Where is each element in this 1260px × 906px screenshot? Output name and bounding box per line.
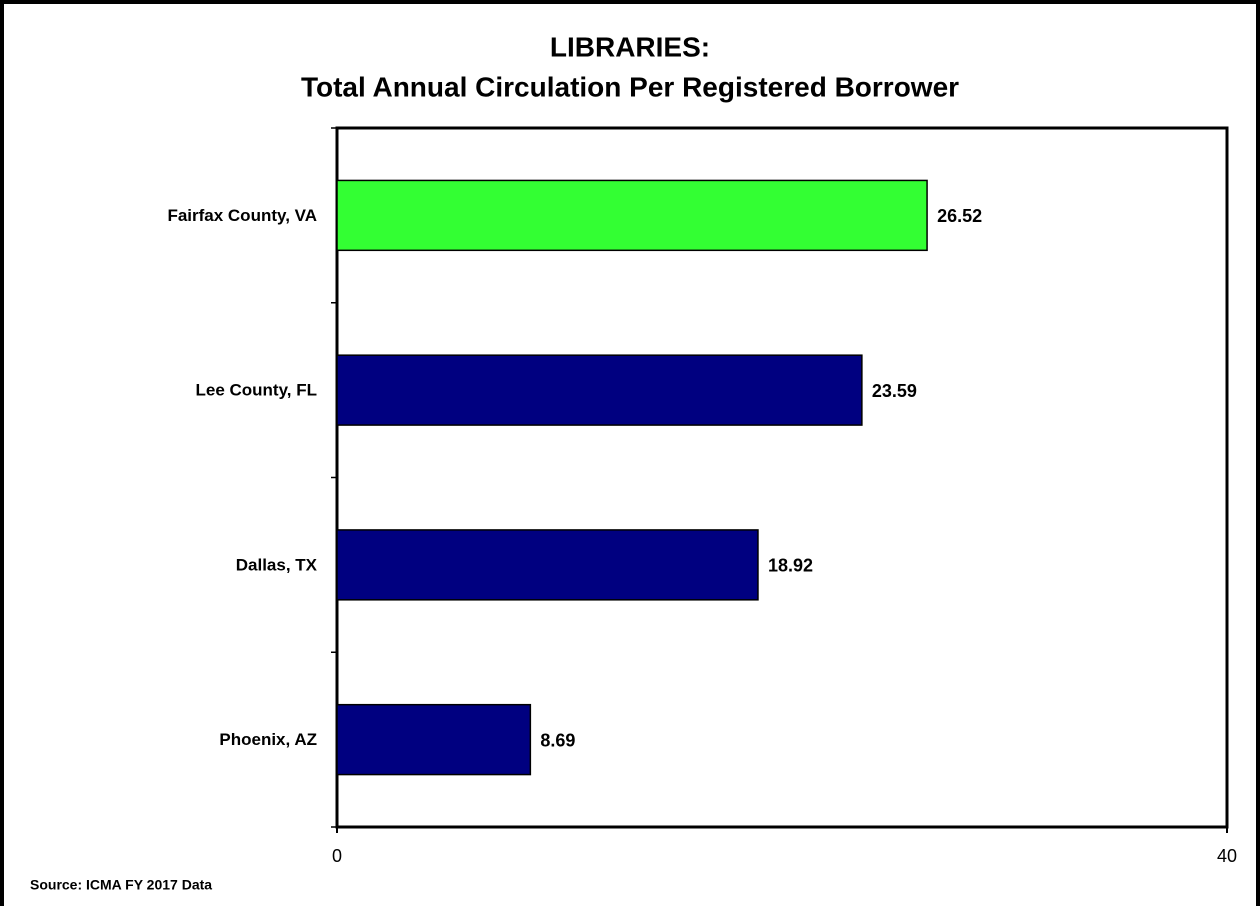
value-label: 8.69 [540,730,575,750]
value-label: 23.59 [872,381,917,401]
source-note: Source: ICMA FY 2017 Data [30,877,212,893]
chart-subtitle: Total Annual Circulation Per Registered … [301,71,959,102]
x-tick-label: 40 [1217,846,1237,866]
chart-title: LIBRARIES: [550,31,710,62]
y-tick-label: Fairfax County, VA [167,206,317,225]
value-label: 18.92 [768,556,813,576]
bar [336,179,928,252]
bar [336,354,863,426]
y-tick-label: Lee County, FL [195,381,317,400]
y-tick-label: Phoenix, AZ [219,730,317,749]
bar [336,529,759,601]
value-label: 26.52 [937,206,982,226]
x-tick-label: 0 [332,846,342,866]
y-tick-label: Dallas, TX [236,555,318,574]
bar [336,703,532,776]
